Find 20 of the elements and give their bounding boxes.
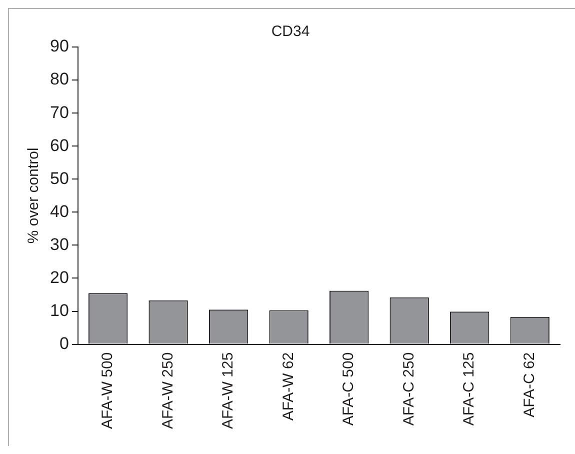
x-tick-label: AFA-C 62 — [521, 352, 538, 418]
y-tick-label: 0 — [59, 334, 69, 353]
y-tick-label: 90 — [50, 36, 69, 56]
y-tick-label: 20 — [50, 268, 69, 287]
y-tick-label: 80 — [50, 70, 69, 89]
x-tick-label: AFA-C 250 — [400, 352, 418, 426]
x-tick-label: AFA-W 250 — [159, 352, 176, 430]
x-tick-label: AFA-C 125 — [460, 352, 478, 426]
y-axis-title: % over control — [25, 148, 42, 244]
y-tick-label: 50 — [50, 168, 69, 188]
x-tick-label: AFA-W 62 — [280, 352, 297, 421]
y-tick-label: 40 — [50, 202, 69, 221]
chart-title: CD34 — [271, 23, 310, 40]
y-tick-label: 60 — [50, 136, 69, 155]
x-tick-label: AFA-C 500 — [340, 352, 358, 426]
y-tick-label: 70 — [50, 102, 69, 122]
y-tick-label: 30 — [50, 234, 69, 254]
x-tick-label: AFA-W 125 — [220, 352, 237, 430]
y-tick-label: 10 — [50, 300, 69, 320]
x-tick-label: AFA-W 500 — [99, 352, 116, 430]
